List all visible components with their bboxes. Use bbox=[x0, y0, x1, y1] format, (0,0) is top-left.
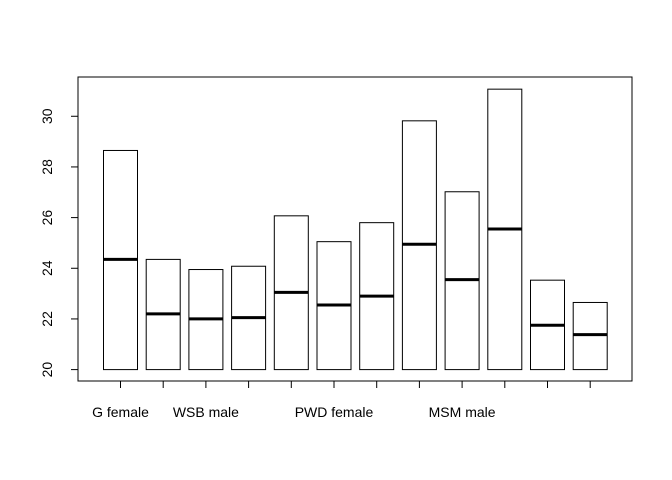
x-tick-label: G female bbox=[92, 404, 149, 420]
y-tick-label: 26 bbox=[39, 210, 55, 226]
y-tick-label: 28 bbox=[39, 159, 55, 175]
y-tick-label: 20 bbox=[39, 362, 55, 378]
y-tick-label: 30 bbox=[39, 108, 55, 124]
x-tick-label: WSB male bbox=[173, 404, 239, 420]
y-tick-label: 24 bbox=[39, 260, 55, 276]
y-tick-label: 22 bbox=[39, 311, 55, 327]
x-tick-label: PWD female bbox=[295, 404, 374, 420]
x-tick-label: MSM male bbox=[429, 404, 496, 420]
